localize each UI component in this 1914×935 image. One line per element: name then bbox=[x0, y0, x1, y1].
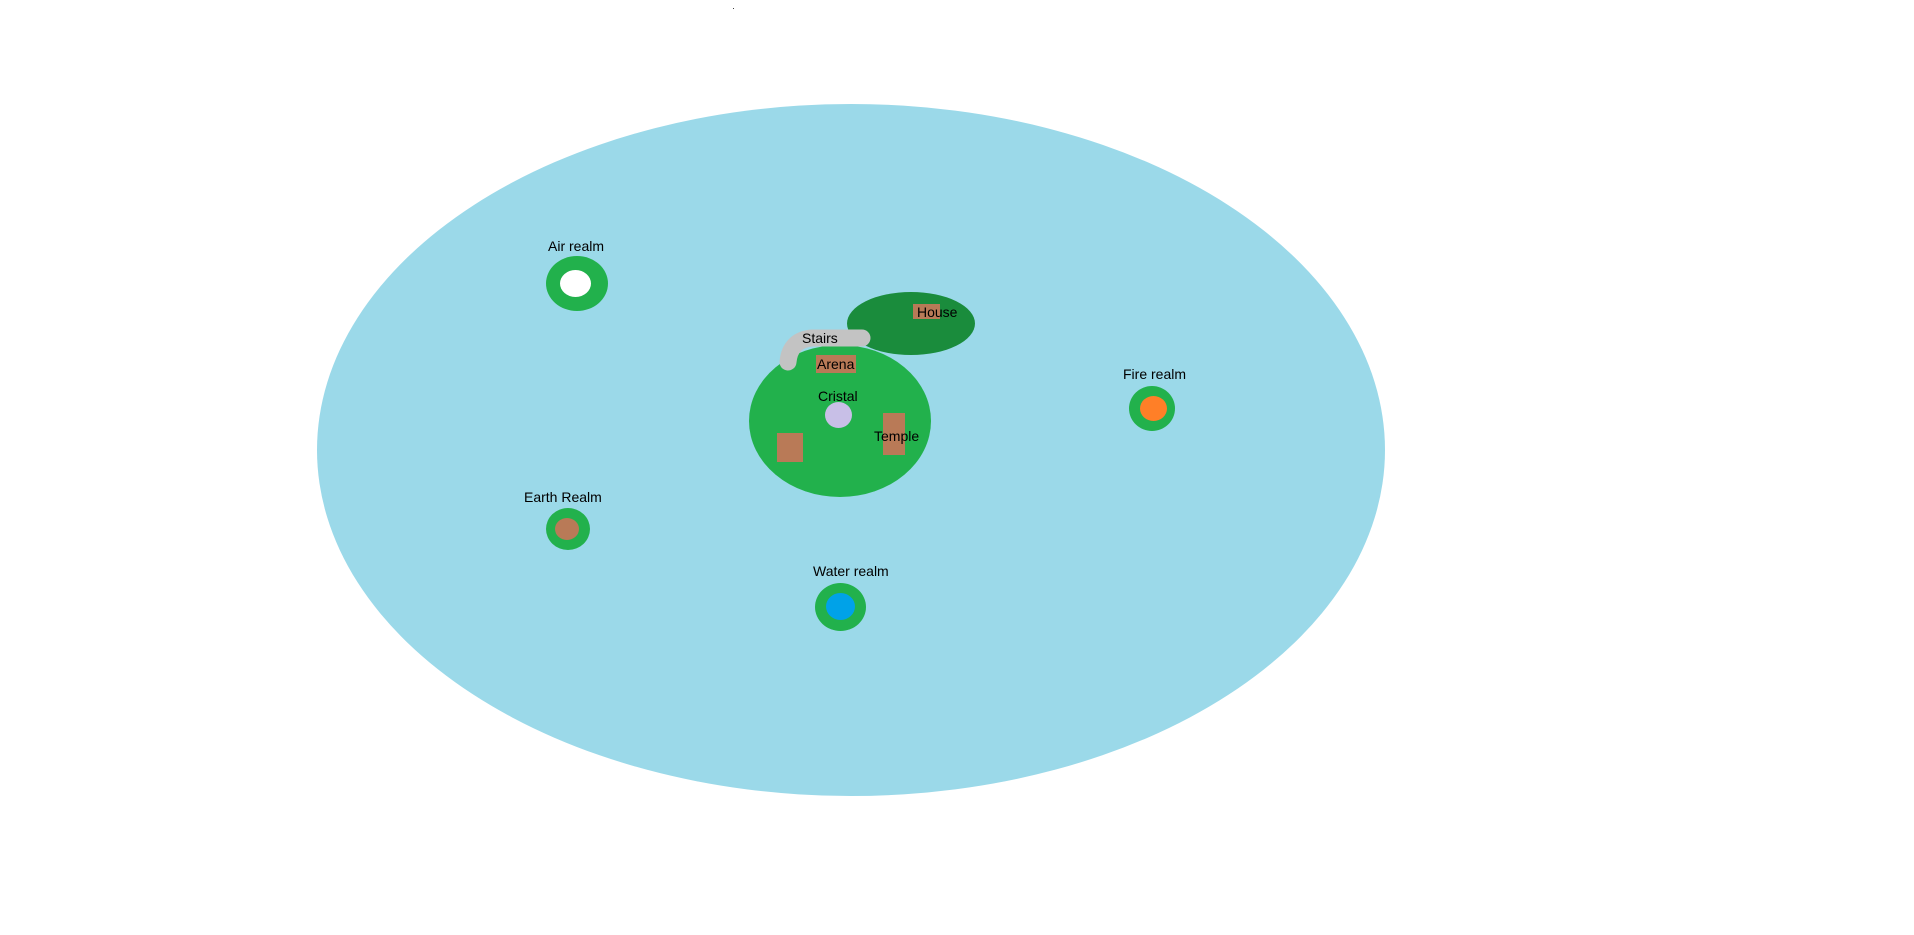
earth-realm-label: Earth Realm bbox=[524, 489, 602, 505]
crystal-label: Cristal bbox=[818, 388, 858, 404]
earth-core-icon bbox=[555, 518, 579, 540]
temple-building bbox=[883, 413, 905, 455]
fire-core-icon bbox=[1140, 396, 1167, 421]
air-core-icon bbox=[560, 270, 591, 297]
water-realm-label: Water realm bbox=[813, 563, 889, 579]
arena-building bbox=[816, 355, 856, 373]
small-building bbox=[777, 433, 803, 462]
stairs-label: Stairs bbox=[802, 330, 838, 346]
speck-dot bbox=[733, 8, 734, 9]
house-label: House bbox=[917, 304, 958, 320]
house-island bbox=[847, 292, 975, 355]
air-realm-label: Air realm bbox=[548, 238, 605, 254]
water-core-icon bbox=[826, 593, 855, 620]
temple-label: Temple bbox=[874, 428, 920, 444]
fire-realm-label: Fire realm bbox=[1123, 366, 1187, 382]
crystal-icon bbox=[825, 402, 852, 428]
house-building bbox=[913, 304, 940, 319]
arena-label: Arena bbox=[817, 356, 855, 372]
